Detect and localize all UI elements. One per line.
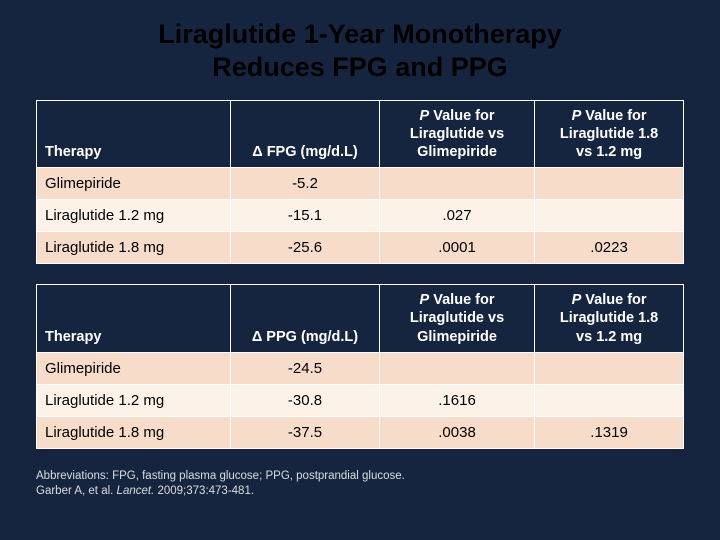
citation: Garber A, et al. Lancet. 2009;373:473-48… (36, 484, 684, 500)
p2-cell: .1319 (535, 416, 684, 448)
p1-cell: .027 (379, 200, 534, 232)
table-row: Liraglutide 1.8 mg -25.6 .0001 .0223 (37, 232, 684, 264)
therapy-cell: Glimepiride (37, 352, 231, 384)
footer: Abbreviations: FPG, fasting plasma gluco… (36, 469, 684, 500)
delta-cell: -37.5 (231, 416, 380, 448)
col-p-18-vs-12: P Value forLiraglutide 1.8vs 1.2 mg (535, 100, 684, 167)
p1-cell (379, 168, 534, 200)
fpg-table: Therapy Δ FPG (mg/d.L) P Value forLiragl… (36, 100, 684, 264)
delta-cell: -25.6 (231, 232, 380, 264)
col-delta: Δ FPG (mg/d.L) (231, 100, 380, 167)
col-p-vs-glim: P Value forLiraglutide vsGlimepiride (379, 285, 534, 352)
title-line-1: Liraglutide 1-Year Monotherapy (158, 19, 562, 49)
therapy-cell: Liraglutide 1.8 mg (37, 416, 231, 448)
therapy-cell: Glimepiride (37, 168, 231, 200)
table-header-row: Therapy Δ PPG (mg/d.L) P Value forLiragl… (37, 285, 684, 352)
p2-cell (535, 200, 684, 232)
p1-cell: .0038 (379, 416, 534, 448)
therapy-cell: Liraglutide 1.8 mg (37, 232, 231, 264)
p2-cell: .0223 (535, 232, 684, 264)
abbreviations: Abbreviations: FPG, fasting plasma gluco… (36, 469, 684, 485)
p1-cell: .0001 (379, 232, 534, 264)
col-therapy: Therapy (37, 100, 231, 167)
ppg-table: Therapy Δ PPG (mg/d.L) P Value forLiragl… (36, 284, 684, 448)
col-delta: Δ PPG (mg/d.L) (231, 285, 380, 352)
col-therapy: Therapy (37, 285, 231, 352)
p2-cell (535, 352, 684, 384)
table-row: Liraglutide 1.2 mg -30.8 .1616 (37, 384, 684, 416)
slide-title: Liraglutide 1-Year Monotherapy Reduces F… (36, 18, 684, 84)
therapy-cell: Liraglutide 1.2 mg (37, 200, 231, 232)
therapy-cell: Liraglutide 1.2 mg (37, 384, 231, 416)
table-row: Glimepiride -24.5 (37, 352, 684, 384)
p1-cell: .1616 (379, 384, 534, 416)
table-row: Glimepiride -5.2 (37, 168, 684, 200)
p2-cell (535, 384, 684, 416)
table-header-row: Therapy Δ FPG (mg/d.L) P Value forLiragl… (37, 100, 684, 167)
p1-cell (379, 352, 534, 384)
delta-cell: -30.8 (231, 384, 380, 416)
delta-cell: -5.2 (231, 168, 380, 200)
delta-cell: -15.1 (231, 200, 380, 232)
delta-cell: -24.5 (231, 352, 380, 384)
title-line-2: Reduces FPG and PPG (212, 52, 508, 82)
table-row: Liraglutide 1.8 mg -37.5 .0038 .1319 (37, 416, 684, 448)
col-p-vs-glim: P Value forLiraglutide vsGlimepiride (379, 100, 534, 167)
col-p-18-vs-12: P Value forLiraglutide 1.8vs 1.2 mg (535, 285, 684, 352)
p2-cell (535, 168, 684, 200)
table-row: Liraglutide 1.2 mg -15.1 .027 (37, 200, 684, 232)
